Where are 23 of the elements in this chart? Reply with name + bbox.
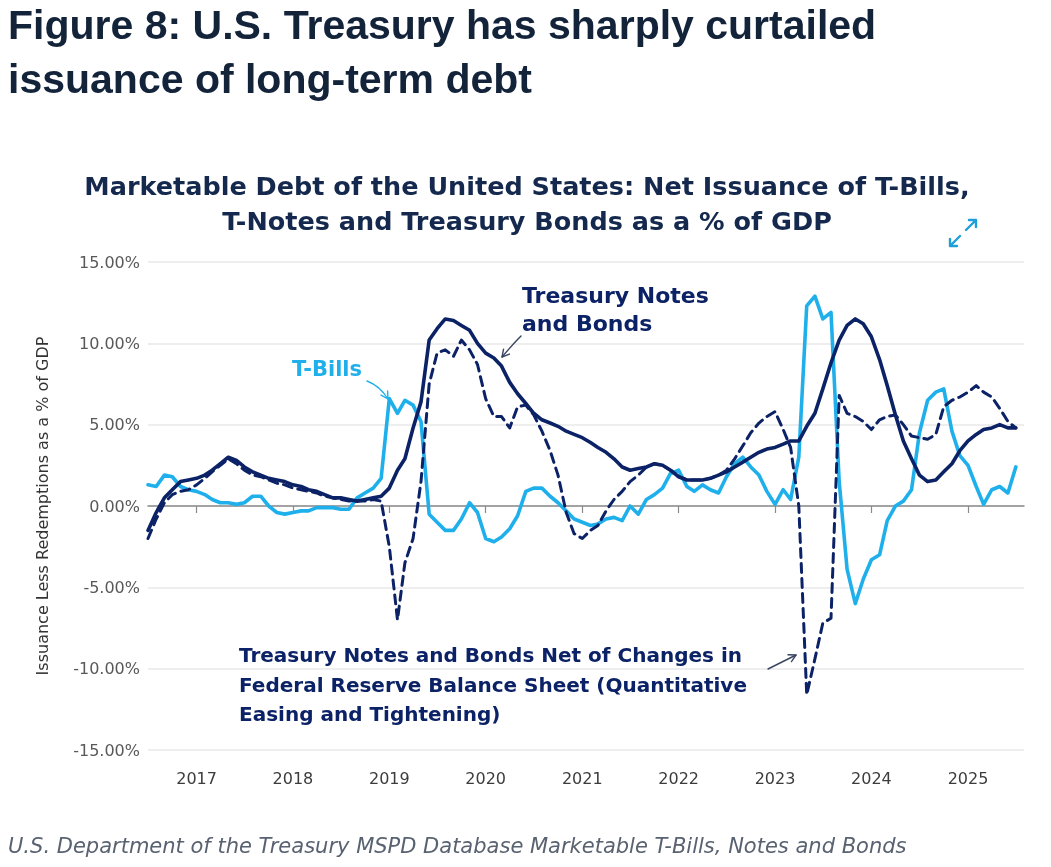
series-label: Treasury Notes and Bonds <box>522 282 710 338</box>
chart-title: Figure 8: U.S. Treasury has sharply curtailed issuance of long-term debt <box>8 1 878 104</box>
y-tick-label: 0.00% <box>89 496 140 516</box>
x-tick-label: 2022 <box>658 768 700 788</box>
x-tick-label: 2017 <box>176 768 217 788</box>
x-tick-label: 2018 <box>272 768 314 788</box>
x-tick-label: 2019 <box>368 768 410 788</box>
x-tick-label: 2025 <box>947 768 989 788</box>
y-axis-title: Issuance Less Redemptions as a % of GDP <box>32 336 52 676</box>
x-tick-label: 2020 <box>465 768 507 788</box>
chart-subtitle: Marketable Debt of the United States: Net Issuance of T-Bills, T-Notes and Treasury Bonds as a % of GDP <box>83 170 971 238</box>
x-tick-label: 2023 <box>754 768 796 788</box>
x-tick-label: 2021 <box>561 768 603 788</box>
y-tick-label: -10.00% <box>73 659 140 679</box>
y-tick-label: 10.00% <box>78 333 140 353</box>
text: Treasury Notes and Bonds Net of Changes in Federal Reserve Balance Sheet (Quantitative Easing and Tightening) <box>239 642 748 728</box>
text: U.S. Department of the Treasury MSPD Database Marketable T-Bills, Notes and Bonds <box>8 834 907 858</box>
y-tick-label: -5.00% <box>83 577 140 597</box>
series-label: T-Bills <box>292 356 363 383</box>
x-tick-label: 2024 <box>851 768 892 788</box>
y-tick-label: -15.00% <box>73 740 140 760</box>
y-tick-label: 15.00% <box>78 252 140 272</box>
y-tick-label: 5.00% <box>89 415 140 435</box>
